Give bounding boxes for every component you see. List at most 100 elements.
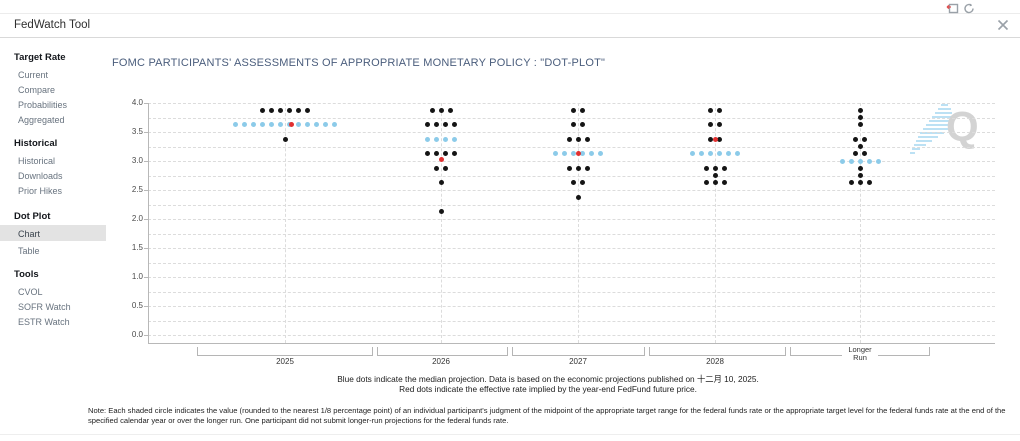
effective-rate-dot xyxy=(288,122,294,128)
y-axis-label: 1.5 xyxy=(131,243,143,252)
median-dot xyxy=(699,151,704,157)
median-dot xyxy=(269,122,274,128)
sidebar-item-table[interactable]: Table xyxy=(18,246,40,256)
refresh-icon[interactable] xyxy=(963,1,976,14)
sidebar-section-target-rate: Target Rate xyxy=(14,52,66,63)
gridline-h xyxy=(148,306,995,307)
median-dot xyxy=(857,158,863,164)
participant-dot xyxy=(575,194,581,200)
participant-dot xyxy=(434,151,439,157)
participant-dot xyxy=(857,144,863,149)
participant-dot xyxy=(425,122,430,128)
participant-dot xyxy=(857,107,863,113)
x-axis-label: 2027 xyxy=(569,357,587,366)
x-axis-bracket xyxy=(649,347,786,356)
sidebar-section-dot-plot: Dot Plot xyxy=(14,211,51,222)
quikstrike-flag-icon xyxy=(910,104,954,154)
sidebar-item-estr-watch[interactable]: ESTR Watch xyxy=(18,317,70,327)
x-axis-bracket xyxy=(512,347,645,356)
participant-dot xyxy=(580,107,585,113)
participant-dot xyxy=(443,165,448,171)
participant-dot xyxy=(712,180,718,186)
median-dot xyxy=(233,122,238,128)
gridline-v xyxy=(441,103,442,343)
median-dot xyxy=(443,136,448,142)
y-axis-tick xyxy=(144,277,149,278)
participant-dot xyxy=(580,122,585,128)
y-axis-tick xyxy=(144,161,149,162)
x-axis-label-longer-run: Longer Run xyxy=(842,346,878,362)
participant-dot xyxy=(438,107,444,113)
participant-dot xyxy=(857,180,863,186)
participant-dot xyxy=(566,165,572,171)
sidebar-item-prior-hikes[interactable]: Prior Hikes xyxy=(18,186,63,196)
gridline-v xyxy=(715,103,716,343)
gridline-v xyxy=(578,103,579,343)
median-dot xyxy=(278,122,283,128)
gridline-h xyxy=(148,219,995,220)
participant-dot xyxy=(434,165,439,171)
y-axis-label: 0.5 xyxy=(131,301,143,310)
gridline-h xyxy=(148,335,995,336)
x-axis-line xyxy=(148,343,995,344)
median-dot xyxy=(726,151,731,157)
participant-dot xyxy=(447,107,453,113)
popout-icon[interactable] xyxy=(946,1,959,14)
gridline-h xyxy=(148,262,995,264)
median-dot xyxy=(425,136,430,142)
participant-dot xyxy=(857,173,863,178)
gridline-h xyxy=(148,277,995,278)
tool-header: FedWatch Tool xyxy=(0,14,1020,38)
bottom-note: Note: Each shaded circle indicates the v… xyxy=(88,406,1006,425)
gridline-h xyxy=(148,117,995,119)
x-axis-label: 2025 xyxy=(276,357,294,366)
sidebar-item-chart[interactable]: Chart xyxy=(18,229,41,239)
median-dot xyxy=(332,122,337,128)
median-dot xyxy=(875,158,881,164)
sidebar-item-historical[interactable]: Historical xyxy=(18,156,56,166)
median-dot xyxy=(717,151,722,157)
gridline-h xyxy=(148,233,995,235)
participant-dot xyxy=(278,107,283,113)
participant-dot xyxy=(721,180,727,186)
sidebar-item-probabilities[interactable]: Probabilities xyxy=(18,100,68,110)
median-dot xyxy=(848,158,854,164)
sidebar-section-tools: Tools xyxy=(14,269,39,280)
participant-dot xyxy=(853,151,858,157)
chart-title: FOMC PARTICIPANTS' ASSESSMENTS OF APPROP… xyxy=(112,57,606,69)
median-dot xyxy=(260,122,265,128)
close-icon[interactable] xyxy=(996,18,1010,32)
sidebar-item-cvol[interactable]: CVOL xyxy=(18,287,43,297)
participant-dot xyxy=(580,180,585,186)
y-axis-tick xyxy=(144,219,149,220)
y-axis-tick xyxy=(144,132,149,133)
median-dot xyxy=(562,151,567,157)
participant-dot xyxy=(571,122,576,128)
sidebar-item-aggregated[interactable]: Aggregated xyxy=(18,115,65,125)
y-axis-label: 3.5 xyxy=(131,127,143,136)
x-axis-label: 2028 xyxy=(706,357,724,366)
participant-dot xyxy=(857,122,863,128)
sidebar-item-compare[interactable]: Compare xyxy=(18,85,56,95)
participant-dot xyxy=(862,151,867,157)
sidebar-item-downloads[interactable]: Downloads xyxy=(18,171,63,181)
top-icon-bar xyxy=(0,0,1020,14)
participant-dot xyxy=(575,136,581,142)
gridline-h xyxy=(148,146,995,148)
chart-footnote: Blue dots indicate the median projection… xyxy=(148,374,948,394)
median-dot xyxy=(571,151,576,157)
sidebar-item-current[interactable]: Current xyxy=(18,70,49,80)
quikstrike-watermark: Q xyxy=(946,103,979,150)
gridline-v xyxy=(285,103,286,343)
effective-rate-dot xyxy=(438,156,444,162)
participant-dot xyxy=(848,180,854,186)
participant-dot xyxy=(425,151,430,157)
sidebar-item-sofr-watch[interactable]: SOFR Watch xyxy=(18,302,71,312)
participant-dot xyxy=(584,136,590,142)
participant-dot xyxy=(296,107,301,113)
gridline-h xyxy=(148,291,995,293)
participant-dot xyxy=(862,136,867,142)
median-dot xyxy=(305,122,310,128)
bottom-divider xyxy=(0,434,1020,435)
